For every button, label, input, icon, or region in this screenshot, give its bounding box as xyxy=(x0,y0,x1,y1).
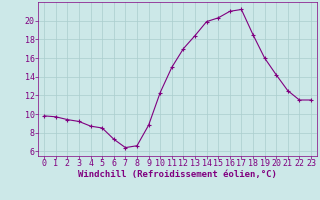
X-axis label: Windchill (Refroidissement éolien,°C): Windchill (Refroidissement éolien,°C) xyxy=(78,170,277,179)
